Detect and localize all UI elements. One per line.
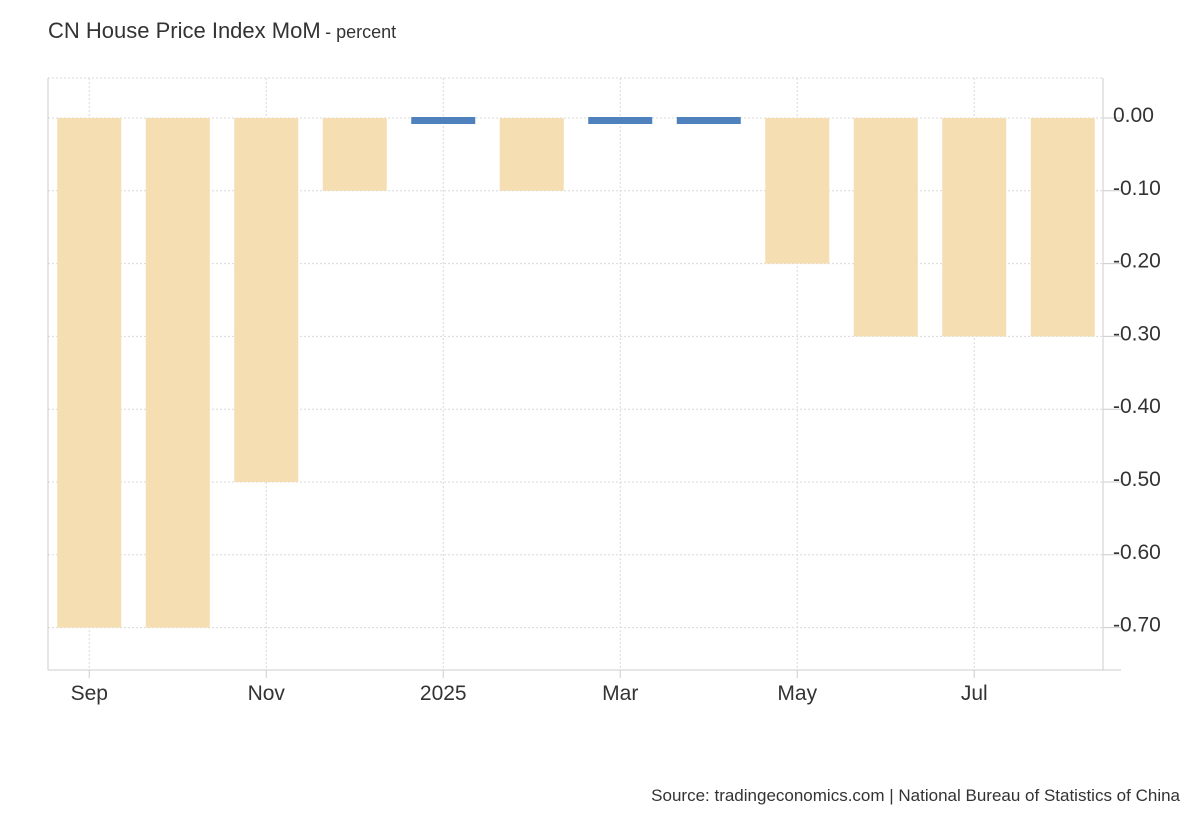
chart-subtitle: - percent (325, 22, 397, 42)
bar-jun-2025 (853, 118, 918, 337)
y-tick-label: -0.10 (1113, 177, 1161, 200)
bar-dec-2024 (322, 118, 387, 191)
axes (47, 78, 1121, 678)
y-tick-label: -0.30 (1113, 322, 1161, 345)
y-tick-label: 0.00 (1113, 104, 1154, 127)
x-tick-label: Mar (602, 682, 638, 705)
x-tick-label: Sep (71, 682, 108, 705)
source-note: Source: tradingeconomics.com | National … (651, 786, 1180, 805)
bar-apr-2025 (676, 117, 741, 124)
x-tick-label: May (777, 682, 817, 705)
bar-sep-2024 (57, 118, 122, 628)
bar-mar-2025 (588, 117, 653, 124)
x-tick-label: Jul (961, 682, 988, 705)
chart-title-row: CN House Price Index MoM - percent (48, 18, 396, 44)
bar-oct-2024 (145, 118, 210, 628)
bar-feb-2025 (499, 118, 564, 191)
chart-title: CN House Price Index MoM (48, 18, 321, 43)
x-tick-label: 2025 (420, 682, 467, 705)
y-tick-label: -0.60 (1113, 541, 1161, 564)
y-tick-label: -0.50 (1113, 468, 1161, 491)
bar-may-2025 (765, 118, 830, 264)
bar-jul-2025 (942, 118, 1007, 337)
y-tick-label: -0.40 (1113, 395, 1161, 418)
bar-jan-2025 (411, 117, 476, 124)
bar-nov-2024 (234, 118, 299, 482)
y-tick-label: -0.70 (1113, 614, 1161, 637)
x-tick-label: Nov (248, 682, 286, 705)
bar-aug-2025 (1030, 118, 1095, 337)
tick-labels: 0.00 -0.10 -0.20 -0.30 -0.40 -0.50 -0.60 -0.70 S… (71, 104, 1161, 705)
y-tick-label: -0.20 (1113, 250, 1161, 273)
bars (57, 117, 1095, 628)
